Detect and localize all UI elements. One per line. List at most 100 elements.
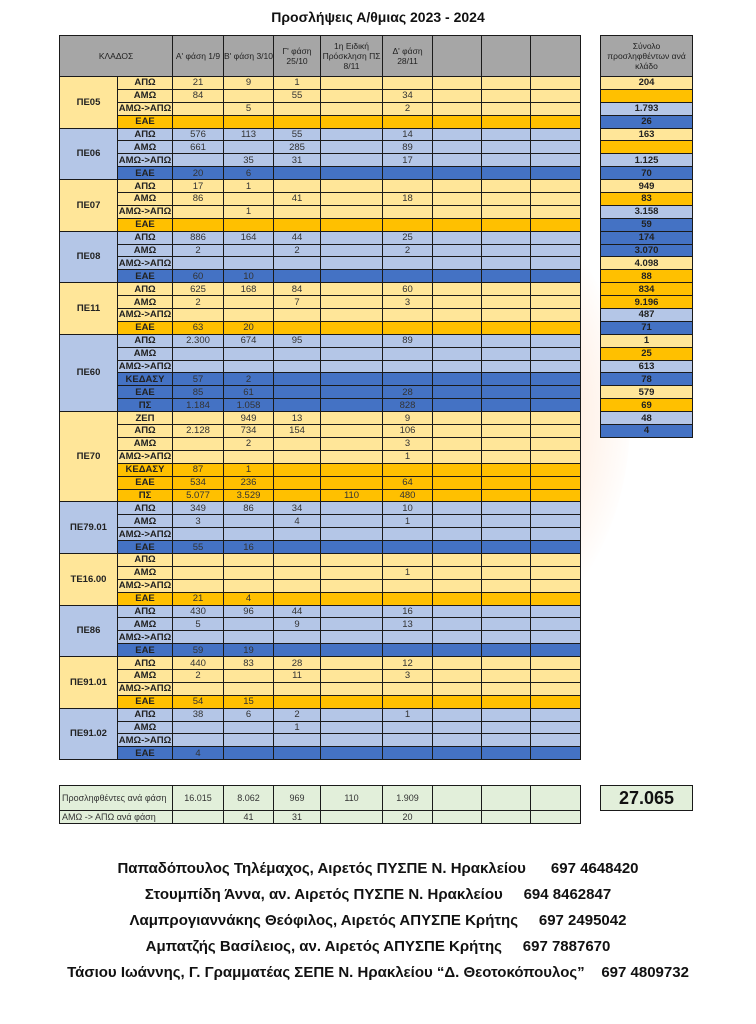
value-cell: 10: [223, 269, 275, 284]
value-cell: [320, 436, 384, 451]
value-cell: [320, 411, 384, 426]
category-cell: ΚΕΔΑΣΥ: [116, 372, 174, 387]
value-cell: [320, 501, 384, 516]
value-cell: [432, 720, 483, 735]
category-cell: ΑΠΩ: [116, 501, 174, 516]
value-cell: 7: [273, 295, 322, 310]
value-cell: [481, 527, 532, 542]
klados-cell: ΠΕ06: [59, 127, 118, 181]
totals-row: 59: [600, 217, 693, 232]
category-cell: ΑΜΩ->ΑΠΩ: [116, 101, 174, 116]
table-row: ΑΜΩ: [60, 346, 582, 361]
value-cell: 576: [172, 127, 225, 142]
value-cell: [481, 617, 532, 632]
value-cell: 89: [382, 333, 434, 348]
value-cell: [432, 681, 483, 696]
value-cell: [432, 514, 483, 529]
value-cell: [432, 436, 483, 451]
value-cell: 106: [382, 424, 434, 438]
value-cell: [481, 153, 532, 168]
conversion-value: 31: [273, 810, 321, 824]
category-cell: ΑΜΩ: [116, 617, 174, 632]
value-cell: [320, 604, 384, 619]
value-cell: 60: [382, 282, 434, 297]
value-cell: [530, 527, 582, 542]
value-cell: 2.300: [172, 333, 225, 348]
value-cell: [320, 282, 384, 297]
value-cell: [273, 733, 322, 748]
category-cell: ΑΜΩ: [116, 192, 174, 206]
value-cell: [223, 359, 275, 374]
klados-cell: ΤΕ16.00: [59, 552, 118, 606]
value-cell: [320, 372, 384, 387]
value-cell: [223, 114, 275, 129]
value-cell: [432, 256, 483, 271]
value-cell: [320, 643, 384, 658]
value-cell: [530, 733, 582, 748]
table-row: ΕΑΕ 20 6: [60, 166, 582, 181]
value-cell: [172, 527, 225, 542]
klados-cell: ΠΕ08: [59, 230, 118, 284]
value-cell: 734: [223, 424, 275, 438]
value-cell: [481, 204, 532, 219]
table-row: ΑΜΩ->ΑΠΩ 1: [60, 449, 582, 464]
value-cell: 1: [223, 462, 275, 477]
category-cell: ΑΜΩ->ΑΠΩ: [116, 308, 174, 322]
value-cell: [481, 76, 532, 90]
value-cell: 25: [382, 230, 434, 245]
summary-row-conversions: ΑΜΩ -> ΑΠΩ ανά φάση 41 31 20: [59, 810, 581, 824]
value-cell: [432, 424, 483, 438]
value-cell: [320, 617, 384, 632]
value-cell: [481, 630, 532, 645]
value-cell: [320, 127, 384, 142]
value-cell: 59: [172, 643, 225, 658]
value-cell: 95: [273, 333, 322, 348]
value-cell: [320, 462, 384, 477]
value-cell: 3.529: [223, 488, 275, 503]
value-cell: [320, 733, 384, 748]
category-cell: ΑΠΩ: [116, 127, 174, 142]
value-cell: 86: [172, 192, 225, 206]
table-row: ΑΜΩ->ΑΠΩ: [60, 359, 582, 374]
value-cell: 9: [223, 76, 275, 90]
value-cell: [223, 243, 275, 258]
value-cell: [530, 488, 582, 503]
value-cell: [530, 514, 582, 529]
value-cell: [273, 462, 322, 477]
value-cell: 2: [223, 372, 275, 387]
klados-cell: ΠΕ86: [59, 604, 118, 658]
value-cell: 87: [172, 462, 225, 477]
value-cell: [320, 333, 384, 348]
special-total-cell: 834: [600, 282, 693, 297]
value-cell: [382, 76, 434, 90]
category-cell: ΕΑΕ: [116, 217, 174, 232]
klados-cell: ΠΕ91.01: [59, 656, 118, 709]
value-cell: [481, 372, 532, 387]
category-cell: ΑΠΩ: [116, 333, 174, 348]
value-cell: 1: [382, 565, 434, 580]
value-cell: 1: [273, 76, 322, 90]
value-cell: [530, 308, 582, 322]
value-cell: [320, 449, 384, 464]
table-row: ΑΜΩ 1: [60, 565, 582, 580]
value-cell: [481, 256, 532, 271]
value-cell: [172, 101, 225, 116]
table-row: ΑΜΩ->ΑΠΩ: [60, 733, 582, 748]
value-cell: [530, 707, 582, 722]
value-cell: [320, 565, 384, 580]
value-cell: [432, 565, 483, 580]
value-cell: [530, 630, 582, 645]
value-cell: [432, 630, 483, 645]
value-cell: 61: [223, 385, 275, 400]
totals-row: 4: [600, 424, 693, 438]
table-row: ΠΕ07 ΑΠΩ 17 1: [59, 179, 582, 232]
value-cell: 1.184: [172, 398, 225, 413]
value-cell: [432, 604, 483, 619]
value-cell: [223, 617, 275, 632]
value-cell: [481, 385, 532, 400]
value-cell: [530, 372, 582, 387]
header-phase-4: Δ' φάση 28/11: [382, 35, 434, 77]
header-phase-7: [530, 35, 582, 77]
category-cell: ΠΣ: [116, 398, 174, 413]
value-cell: [273, 204, 322, 219]
